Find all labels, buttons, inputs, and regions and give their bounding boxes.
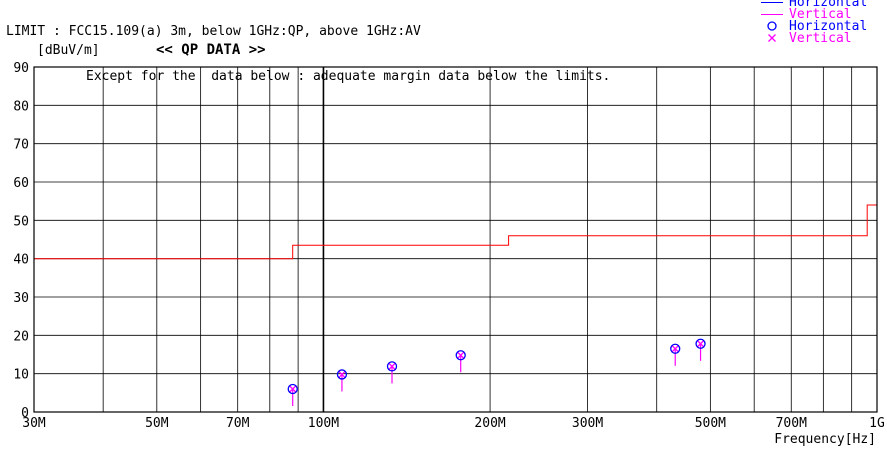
horizontal-point: [670, 343, 681, 354]
horizontal-point: [455, 350, 466, 361]
x-tick-label: 70M: [226, 416, 250, 431]
x-tick-label: 100M: [308, 416, 339, 431]
limit-layer: [34, 204, 877, 260]
legend-item-vertical-line: Vertical: [757, 6, 867, 22]
data-points: [287, 338, 706, 406]
horizontal-point: [336, 369, 348, 380]
y-tick-label: 10: [13, 368, 29, 383]
y-tick-label: 80: [13, 99, 29, 114]
legend-line-swatch: [761, 13, 783, 15]
x-tick-label: 700M: [776, 416, 807, 431]
axis-text: 0 10 20 30 40 50 60 70 80 90 30M 50M 70M 100M 200M 300M…: [13, 42, 885, 447]
legend-line-swatch: [761, 1, 783, 3]
legend-item-horizontal-line: Horizontal: [757, 0, 868, 10]
except-note: Except for the data below : adequate mar…: [86, 69, 611, 84]
x-axis-label: Frequency[Hz]: [774, 432, 876, 447]
vertical-point: [696, 339, 705, 348]
x-tick-label: 500M: [695, 416, 726, 431]
x-tick-label: 30M: [22, 416, 46, 431]
legend-label: Horizontal: [789, 18, 868, 34]
limit-line: [34, 204, 877, 260]
vertical-point: [337, 370, 346, 379]
legend-label: Vertical: [789, 30, 852, 46]
y-tick-label: 90: [13, 61, 29, 76]
y-tick-label: 0: [21, 406, 29, 421]
vertical-point: [456, 351, 465, 360]
vertical-point: [671, 344, 680, 353]
horizontal-point: [386, 361, 398, 372]
limit-note: LIMIT : FCC15.109(a) 3m, below 1GHz:QP, …: [6, 24, 421, 39]
legend-item-vertical-marker: Vertical: [757, 30, 867, 46]
horizontal-point: [287, 383, 298, 395]
x-tick-label: 50M: [145, 416, 169, 431]
x-tick-label: 1G: [869, 416, 885, 431]
legend-label: Vertical: [789, 6, 852, 22]
circle-marker-icon: [767, 21, 777, 31]
vertical-point: [388, 362, 396, 371]
legend-label: Horizontal: [789, 0, 868, 10]
y-tick-label: 20: [13, 329, 29, 344]
grid: [34, 66, 877, 413]
x-tick-label: 300M: [572, 416, 603, 431]
y-axis-label: [dBuV/m]: [37, 43, 100, 58]
y-tick-label: 50: [13, 214, 29, 229]
legend: Horizontal Vertical Horizontal Vertical: [757, 0, 868, 46]
plot-border: [33, 66, 878, 413]
legend-item-horizontal-marker: Horizontal: [757, 18, 868, 34]
y-tick-label: 40: [13, 253, 29, 268]
y-tick-label: 60: [13, 176, 29, 191]
y-tick-label: 70: [13, 138, 29, 153]
chart-title: << QP DATA >>: [156, 42, 266, 58]
chart-header: LIMIT : FCC15.109(a) 3m, below 1GHz:QP, …: [6, 0, 610, 99]
cross-marker-icon: [768, 34, 776, 42]
horizontal-point: [695, 338, 706, 349]
vertical-point: [288, 385, 297, 393]
plot-frame: [33, 66, 878, 413]
x-tick-label: 200M: [474, 416, 505, 431]
y-tick-label: 30: [13, 291, 29, 306]
